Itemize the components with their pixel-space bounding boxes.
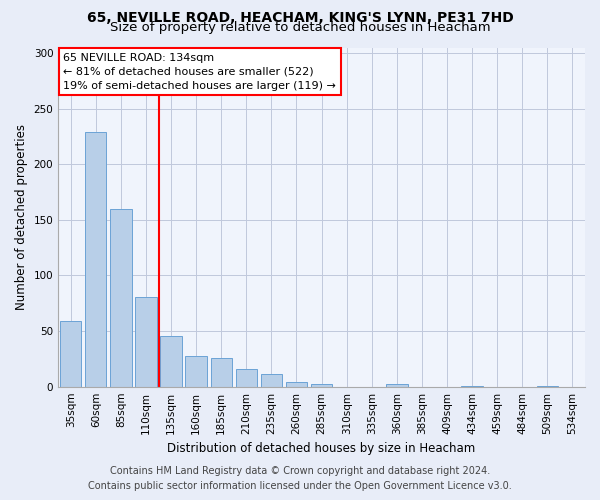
Bar — [311, 384, 332, 386]
Bar — [185, 356, 207, 386]
Bar — [85, 132, 106, 386]
Text: 65, NEVILLE ROAD, HEACHAM, KING'S LYNN, PE31 7HD: 65, NEVILLE ROAD, HEACHAM, KING'S LYNN, … — [86, 12, 514, 26]
Bar — [211, 358, 232, 386]
Text: Size of property relative to detached houses in Heacham: Size of property relative to detached ho… — [110, 22, 490, 35]
Bar — [136, 296, 157, 386]
Bar — [386, 384, 407, 386]
X-axis label: Distribution of detached houses by size in Heacham: Distribution of detached houses by size … — [167, 442, 476, 455]
Bar — [160, 336, 182, 386]
Text: Contains HM Land Registry data © Crown copyright and database right 2024.
Contai: Contains HM Land Registry data © Crown c… — [88, 466, 512, 491]
Text: 65 NEVILLE ROAD: 134sqm
← 81% of detached houses are smaller (522)
19% of semi-d: 65 NEVILLE ROAD: 134sqm ← 81% of detache… — [64, 52, 337, 90]
Bar — [261, 374, 282, 386]
Bar — [110, 208, 131, 386]
Y-axis label: Number of detached properties: Number of detached properties — [15, 124, 28, 310]
Bar — [60, 321, 82, 386]
Bar — [286, 382, 307, 386]
Bar — [236, 369, 257, 386]
